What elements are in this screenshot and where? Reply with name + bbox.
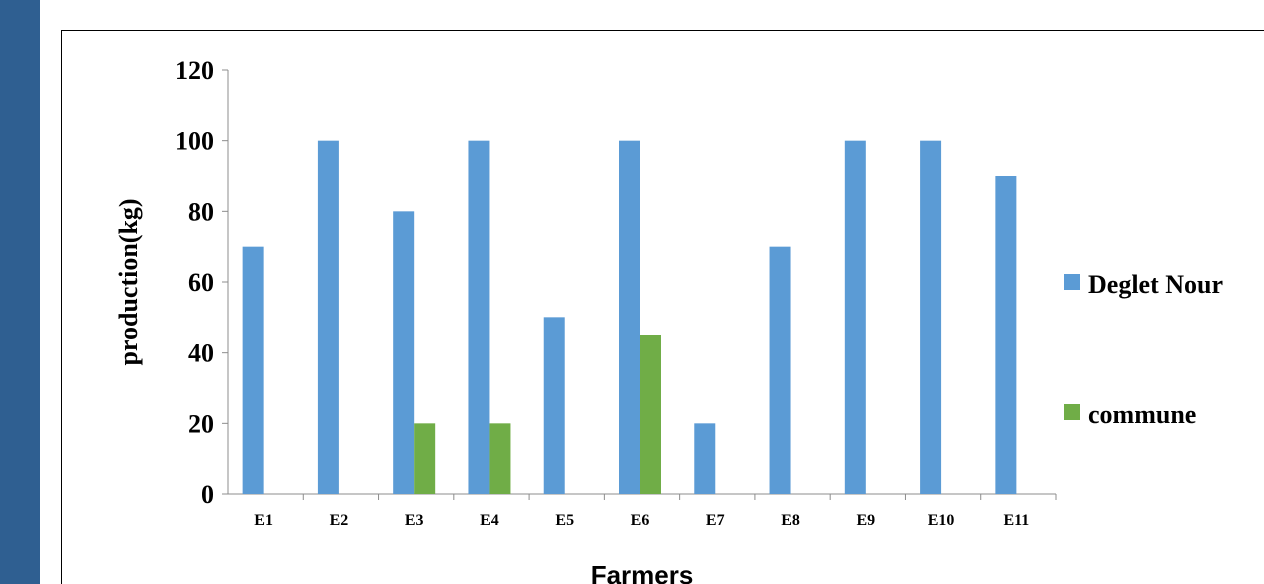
x-tick-label: E1 [254, 512, 273, 529]
plot-area: 0 20 40 60 80 100 120 E1 E2 E3 E4 E5 E6 E7 E8 E9 E10 E11 [175, 56, 1057, 529]
x-axis-title: Farmers [591, 560, 694, 584]
bar-series-2-e4 [489, 423, 511, 494]
y-tick-label: 0 [201, 480, 214, 509]
bar-series-1-e3 [393, 211, 415, 495]
x-tick-label: E2 [330, 512, 349, 529]
x-tick-label: E8 [781, 512, 800, 529]
y-tick-label: 20 [188, 409, 214, 438]
legend-swatch [1064, 404, 1080, 420]
y-tick-label: 80 [188, 197, 214, 226]
left-accent-strip [0, 0, 40, 584]
x-tick-label: E4 [480, 512, 499, 529]
chart-frame [61, 30, 1264, 584]
bar-series-1-e4 [468, 140, 490, 494]
bar-series-2-e3 [414, 423, 436, 494]
x-tick-label: E6 [631, 512, 650, 529]
bar-series-1-e10 [920, 140, 942, 494]
legend-label: Deglet Nour [1088, 270, 1223, 299]
legend-swatch [1064, 274, 1080, 290]
bar-series-1-e2 [317, 140, 339, 494]
x-tick-label: E7 [706, 512, 725, 529]
bar-series-1-e1 [242, 246, 264, 494]
y-axis-title: production(kg) [114, 198, 143, 365]
legend-label: commune [1088, 400, 1196, 429]
x-tick-label: E11 [1003, 512, 1029, 529]
bar-series-1-e9 [844, 140, 866, 494]
x-tick-label: E3 [405, 512, 424, 529]
bar-series-1-e5 [543, 317, 565, 494]
legend: Deglet Nour commune [1064, 270, 1223, 429]
bar-series-1-e8 [769, 246, 791, 494]
y-tick-label: 40 [188, 339, 214, 368]
x-tick-label: E10 [928, 512, 955, 529]
y-tick-label: 100 [175, 127, 214, 156]
bar-series-1-e11 [995, 176, 1017, 494]
y-tick-label: 120 [175, 56, 214, 85]
bar-series-1-e6 [619, 140, 640, 494]
x-tick-label: E9 [856, 512, 875, 529]
x-tick-label: E5 [555, 512, 574, 529]
y-tick-label: 60 [188, 268, 214, 297]
bar-series-1-e7 [694, 423, 716, 494]
bar-series-2-e6 [640, 335, 661, 494]
